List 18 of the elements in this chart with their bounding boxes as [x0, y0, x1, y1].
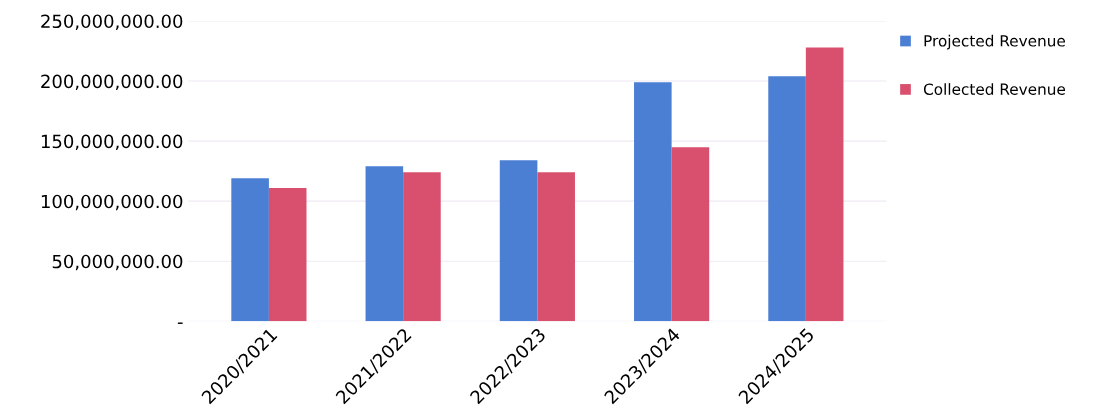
bar: [671, 147, 710, 322]
bar: [805, 47, 844, 322]
y-tick-label: 250,000,000.00: [41, 14, 183, 30]
y-tick-label: -: [177, 322, 183, 324]
legend-label: Projected Revenue: [924, 34, 1065, 50]
bar: [768, 76, 806, 322]
y-tick-label: 150,000,000.00: [41, 134, 183, 151]
bar: [499, 160, 538, 322]
legend-label: Collected Revenue: [923, 83, 1066, 95]
bar: [365, 166, 404, 322]
y-tick-label: 100,000,000.00: [41, 194, 183, 211]
bar: [231, 178, 269, 322]
bar: [403, 172, 441, 322]
bar: [268, 187, 307, 322]
bar: [537, 172, 575, 322]
bar: [634, 82, 672, 322]
y-tick-label: 200,000,000.00: [41, 74, 183, 91]
y-tick-label: 50,000,000.00: [52, 254, 183, 271]
